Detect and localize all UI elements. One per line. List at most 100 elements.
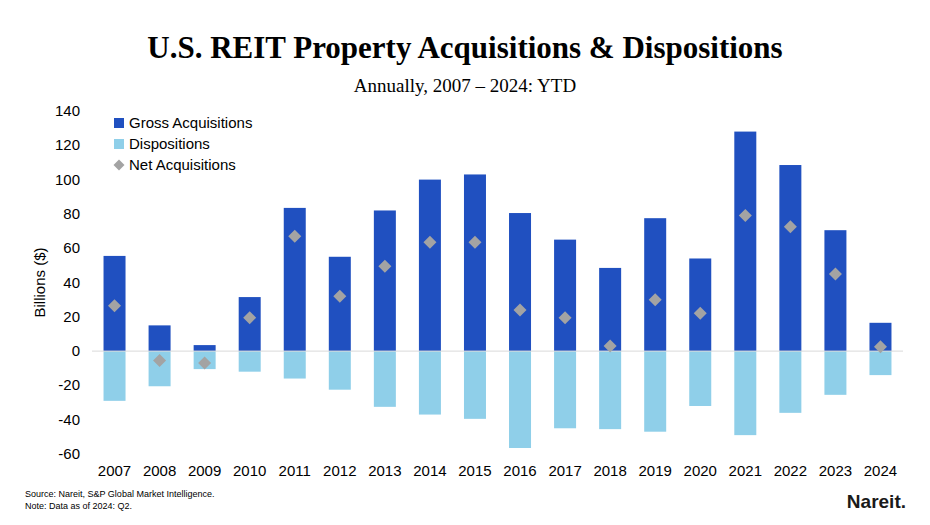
bar (779, 351, 801, 413)
bar (599, 268, 621, 351)
net-marker (423, 236, 436, 249)
y-tick-label: 0 (72, 342, 80, 359)
bar (599, 351, 621, 429)
net-marker (198, 357, 211, 370)
bar (329, 351, 351, 390)
net-marker (153, 354, 166, 367)
x-tick-label: 2011 (279, 462, 311, 479)
net-marker (243, 311, 256, 324)
x-tick-label: 2014 (413, 462, 446, 479)
tick-mark (89, 248, 92, 249)
x-tick-label: 2017 (548, 462, 581, 479)
x-tick-label: 2020 (684, 462, 717, 479)
bar (644, 218, 666, 351)
tick-mark (89, 145, 92, 146)
bar (284, 351, 306, 378)
chart: U.S. REIT Property Acquisitions & Dispos… (0, 0, 930, 525)
y-tick-label: -40 (58, 411, 80, 428)
net-marker (333, 290, 346, 303)
x-tick-label: 2008 (143, 462, 176, 479)
bar (239, 351, 261, 372)
x-tick-label: 2013 (368, 462, 401, 479)
net-marker (829, 267, 842, 280)
net-marker (108, 299, 121, 312)
net-marker (604, 339, 617, 352)
tick-mark (89, 419, 92, 420)
y-tick-label: 40 (63, 274, 80, 291)
bar (644, 351, 666, 432)
bar (554, 351, 576, 428)
y-tick-label: 60 (63, 239, 80, 256)
x-tick-label: 2016 (503, 462, 536, 479)
x-tick-label: 2012 (323, 462, 356, 479)
bar (869, 351, 891, 375)
y-tick-label: 120 (55, 136, 80, 153)
tick-mark (89, 351, 92, 352)
x-tick-label: 2022 (774, 462, 807, 479)
bar (284, 208, 306, 351)
net-marker (559, 311, 572, 324)
net-marker (378, 260, 391, 273)
bar (419, 180, 441, 352)
legend-swatch (114, 118, 124, 128)
net-marker (739, 209, 752, 222)
net-marker (784, 220, 797, 233)
bar (689, 258, 711, 351)
net-marker (649, 293, 662, 306)
subtitle: Annually, 2007 – 2024: YTD (354, 75, 576, 96)
bar (689, 351, 711, 406)
bar (509, 351, 531, 448)
marks (104, 132, 892, 448)
bar (104, 351, 126, 401)
bar (329, 257, 351, 351)
logo: Nareit. (847, 491, 906, 512)
y-tick-label: 80 (63, 205, 80, 222)
y-tick-label: -20 (58, 376, 80, 393)
bar (464, 351, 486, 419)
note: Note: Data as of 2024: Q2. (25, 501, 132, 511)
bar (194, 351, 216, 369)
legend-label: Gross Acquisitions (129, 114, 252, 131)
bar (374, 210, 396, 351)
bar (374, 351, 396, 407)
bar (104, 256, 126, 351)
tick-mark (89, 385, 92, 386)
net-marker (874, 340, 887, 353)
legend-marker (114, 160, 125, 171)
y-tick-label: 20 (63, 308, 80, 325)
bar (419, 351, 441, 414)
x-tick-label: 2024 (864, 462, 897, 479)
y-tick-label: 100 (55, 171, 80, 188)
bar (554, 240, 576, 351)
net-marker (514, 303, 527, 316)
legend-swatch (114, 139, 124, 149)
net-marker (694, 307, 707, 320)
zero-line (92, 351, 903, 352)
net-marker (288, 230, 301, 243)
y-axis-label: Billions ($) (31, 247, 48, 317)
bar (734, 351, 756, 435)
x-tick-label: 2010 (233, 462, 266, 479)
net-marker (468, 236, 481, 249)
source: Source: Nareit, S&P Global Market Intell… (25, 489, 214, 499)
x-tick-label: 2007 (98, 462, 131, 479)
tick-mark (89, 454, 92, 455)
x-tick-label: 2023 (819, 462, 852, 479)
x-tick-label: 2018 (593, 462, 626, 479)
legend-label: Net Acquisitions (129, 156, 236, 173)
tick-mark (89, 213, 92, 214)
y-tick-label: -60 (58, 445, 80, 462)
bar (734, 132, 756, 352)
point-marks (108, 209, 887, 369)
bar (194, 345, 216, 351)
bar (779, 165, 801, 351)
tick-mark (89, 282, 92, 283)
legend-label: Dispositions (129, 135, 210, 152)
title: U.S. REIT Property Acquisitions & Dispos… (147, 30, 782, 65)
tick-mark (89, 316, 92, 317)
tick-mark (89, 179, 92, 180)
bar (464, 174, 486, 351)
bar (149, 351, 171, 386)
x-tick-label: 2021 (729, 462, 762, 479)
bar (149, 325, 171, 351)
